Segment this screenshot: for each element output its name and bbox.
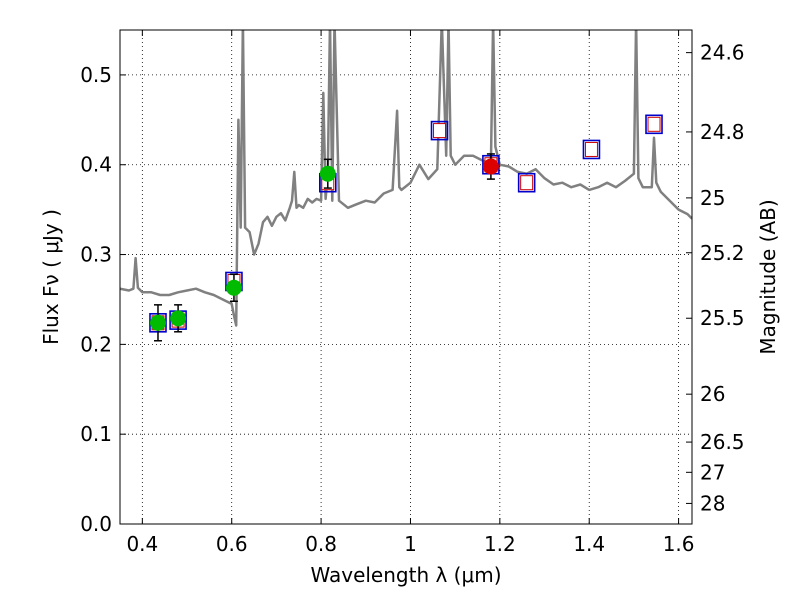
x-tick-label: 1.4 (573, 532, 605, 556)
x-tick-label: 0.4 (126, 532, 158, 556)
model-point-box (517, 172, 536, 193)
model-point-inner (647, 116, 661, 132)
y-tick-label: 0.5 (80, 63, 112, 87)
observed-point (482, 158, 499, 175)
y2-tick-label: 25 (700, 186, 725, 210)
plot-border (119, 29, 693, 525)
model-point-inner (584, 141, 598, 157)
model-point-box (582, 139, 601, 160)
y2-tick-label: 25.2 (700, 241, 745, 265)
model-point-box (430, 120, 449, 141)
x-tick-label: 1.2 (484, 532, 516, 556)
observed-point (170, 310, 187, 327)
observed-point (319, 165, 336, 182)
model-point-inner (520, 175, 534, 191)
axis-ticks: 0.4 0.6 0.8 1 1.2 1.4 1.6 0.0 0.1 0.2 0.3 0.4 0.5 24.… (80, 30, 745, 556)
x-tick-label: 0.6 (216, 532, 248, 556)
y2-tick-label: 27 (700, 460, 725, 484)
template-spectrum-layer (120, 30, 692, 327)
observed-point (225, 279, 242, 296)
y-tick-label: 0.4 (80, 153, 112, 177)
y2-tick-label: 24.6 (700, 41, 745, 65)
x-axis-label: Wavelength λ (μm) (310, 563, 501, 587)
observed-point (149, 314, 166, 331)
y-tick-label: 0.1 (80, 422, 112, 446)
y-tick-label: 0.3 (80, 243, 112, 267)
x-tick-label: 0.8 (305, 532, 337, 556)
y-tick-label: 0.2 (80, 332, 112, 356)
x-tick-label: 1.6 (663, 532, 695, 556)
y2-tick-label: 28 (700, 491, 725, 515)
grid-lines (120, 30, 692, 525)
y-axis-label: Flux Fν ( μJy ) (39, 209, 63, 345)
template-spectrum-line (120, 30, 692, 327)
photometry-layer (149, 114, 663, 342)
y2-tick-label: 24.8 (700, 120, 745, 144)
model-point-box (645, 114, 663, 135)
y-tick-label: 0.0 (80, 512, 112, 536)
x-tick-label: 1 (404, 532, 417, 556)
plot-frame (119, 29, 693, 525)
y2-tick-label: 25.5 (700, 306, 745, 330)
y2-axis-label: Magnitude (AB) (756, 199, 780, 354)
y2-tick-label: 26 (700, 382, 725, 406)
model-point-inner (433, 123, 447, 139)
y2-tick-label: 26.5 (700, 430, 745, 454)
